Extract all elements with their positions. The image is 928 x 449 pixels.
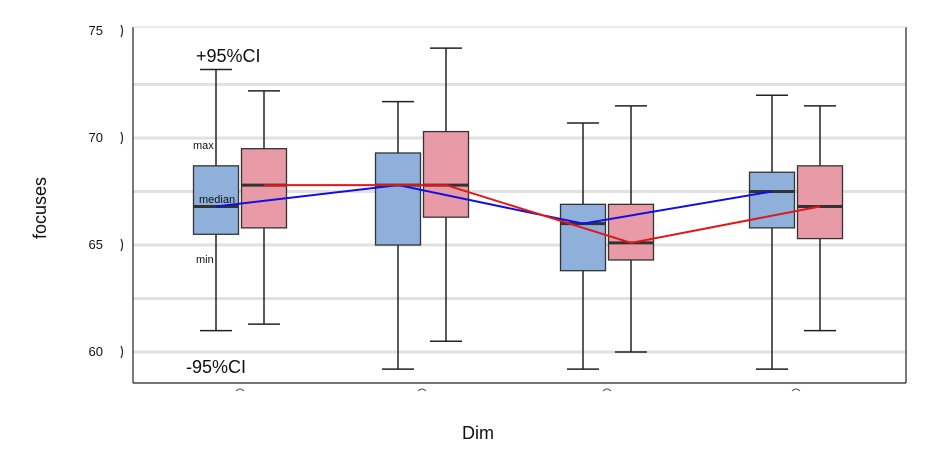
y-axis-label: focuses xyxy=(30,177,50,239)
annotation-max: max xyxy=(193,140,214,152)
y-tick-mark-3 xyxy=(120,24,124,38)
median-line-series1 xyxy=(215,184,773,225)
y-tick-label-3: 75 xyxy=(89,23,103,38)
box-series xyxy=(192,47,844,370)
box-series2-group4 xyxy=(796,105,844,332)
median-line-series2 xyxy=(264,184,821,244)
box-series2-group3 xyxy=(607,105,655,353)
y-tick-label-1: 65 xyxy=(89,237,103,252)
median-lines xyxy=(215,184,821,244)
annotation-lower-ci: -95%CI xyxy=(186,357,246,377)
y-tick-mark-0 xyxy=(120,345,124,359)
box-iqr xyxy=(559,203,607,272)
box-iqr xyxy=(374,152,422,246)
x-tick-mark-3 xyxy=(791,388,801,392)
box-series2-group1 xyxy=(240,90,288,325)
y-tick-label-0: 60 xyxy=(89,344,103,359)
annotation-upper-ci: +95%CI xyxy=(196,46,261,66)
annotation-min: min xyxy=(196,254,214,266)
annotation-median: median xyxy=(199,194,235,206)
x-tick-mark-2 xyxy=(602,388,612,392)
x-axis-label: Dim xyxy=(462,423,494,443)
x-tick-mark-0 xyxy=(235,388,245,392)
box-series1-group1 xyxy=(192,68,240,332)
y-tick-mark-1 xyxy=(120,238,124,252)
plot-frame xyxy=(132,26,907,384)
box-iqr xyxy=(748,171,796,229)
y-tick-mark-2 xyxy=(120,131,124,145)
box-iqr xyxy=(422,130,470,218)
box-iqr xyxy=(192,165,240,235)
box-iqr xyxy=(796,165,844,240)
box-series1-group3 xyxy=(559,122,607,370)
box-series1-group4 xyxy=(748,94,796,370)
box-iqr xyxy=(240,148,288,229)
axes: 60 65 70 75 xyxy=(89,23,801,392)
x-tick-mark-1 xyxy=(417,388,427,392)
y-tick-label-2: 70 xyxy=(89,130,103,145)
annotations: +95%CI -95%CI max median min xyxy=(186,46,261,377)
box-series1-group2 xyxy=(374,100,422,370)
box-series2-group2 xyxy=(422,47,470,343)
